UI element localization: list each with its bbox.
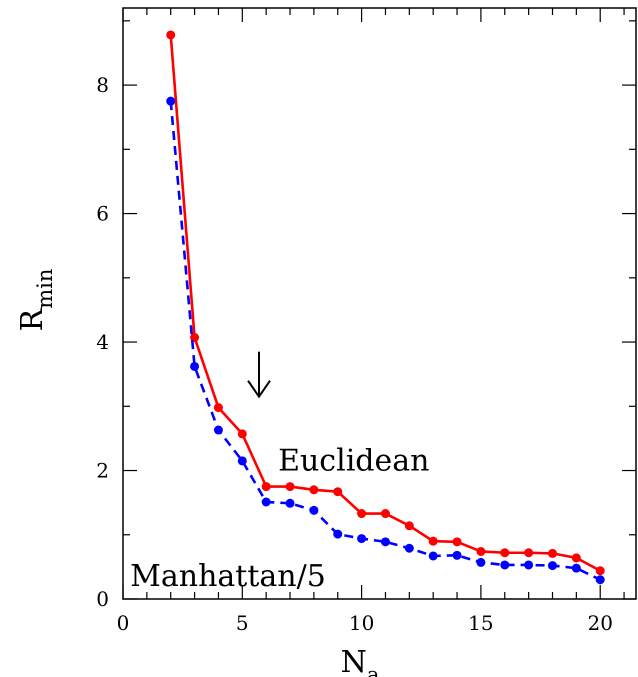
series-line: [169, 34, 601, 572]
plot-border: [122, 7, 637, 600]
data-point: [237, 429, 247, 439]
data-point: [452, 537, 462, 547]
data-point: [190, 333, 200, 343]
data-point: [166, 96, 176, 106]
data-point: [333, 529, 343, 539]
data-point: [285, 482, 295, 492]
arrow-head: [247, 380, 271, 399]
data-point: [213, 403, 223, 413]
data-point: [309, 505, 319, 515]
data-point: [476, 546, 486, 556]
data-point: [380, 537, 390, 547]
data-point: [571, 553, 581, 563]
annotation-label: Manhattan/5: [130, 559, 326, 594]
down-arrow-icon: [247, 351, 271, 399]
y-tick-label: 6: [96, 202, 109, 226]
x-tick-label: 0: [117, 611, 130, 635]
y-tick-label: 0: [96, 587, 109, 611]
y-axis-title-main: R: [15, 307, 50, 331]
y-axis-title: Rmin: [15, 269, 57, 332]
data-point: [428, 551, 438, 561]
plot-frame: [122, 7, 637, 600]
data-point: [404, 521, 414, 531]
data-point: [190, 361, 200, 371]
data-point: [547, 561, 557, 571]
x-axis-title-main: N: [341, 645, 367, 677]
data-point: [213, 425, 223, 435]
series-euclidean: [166, 30, 605, 576]
data-point: [261, 482, 271, 492]
data-point: [595, 575, 605, 585]
data-point: [571, 563, 581, 573]
y-tick-label: 2: [96, 459, 109, 483]
data-point: [237, 456, 247, 466]
data-point: [428, 536, 438, 546]
data-point: [404, 543, 414, 553]
data-point: [500, 560, 510, 570]
series-manhattan-5: [166, 96, 605, 585]
data-point: [333, 487, 343, 497]
tick-labels: 0 5 10 15 20 0 2 4 6 8: [96, 73, 613, 635]
data-point: [595, 566, 605, 576]
x-tick-label: 20: [587, 611, 612, 635]
x-tick-label: 10: [349, 611, 374, 635]
x-axis-title-sub: a: [367, 663, 380, 677]
data-point: [547, 548, 557, 558]
y-tick-label: 4: [96, 330, 109, 354]
y-tick-label: 8: [96, 73, 109, 97]
data-point: [285, 498, 295, 508]
data-point: [524, 548, 534, 558]
data-point: [380, 509, 390, 519]
x-axis-title: Na: [341, 645, 380, 677]
data-point: [357, 509, 367, 519]
data-point: [166, 30, 176, 40]
data-point: [524, 560, 534, 570]
data-point: [309, 485, 319, 495]
data-point: [476, 557, 486, 567]
data-point: [261, 497, 271, 507]
series-layer: [166, 30, 605, 585]
data-point: [357, 534, 367, 544]
data-point: [500, 548, 510, 558]
axis-ticks: [122, 8, 636, 600]
series-line: [169, 101, 601, 581]
x-tick-label: 5: [236, 611, 249, 635]
y-axis-title-sub: min: [33, 269, 57, 309]
x-tick-label: 15: [468, 611, 493, 635]
annotation-layer: Euclidean Manhattan/5: [130, 351, 429, 594]
data-point: [452, 550, 462, 560]
annotation-label: Euclidean: [278, 444, 429, 479]
